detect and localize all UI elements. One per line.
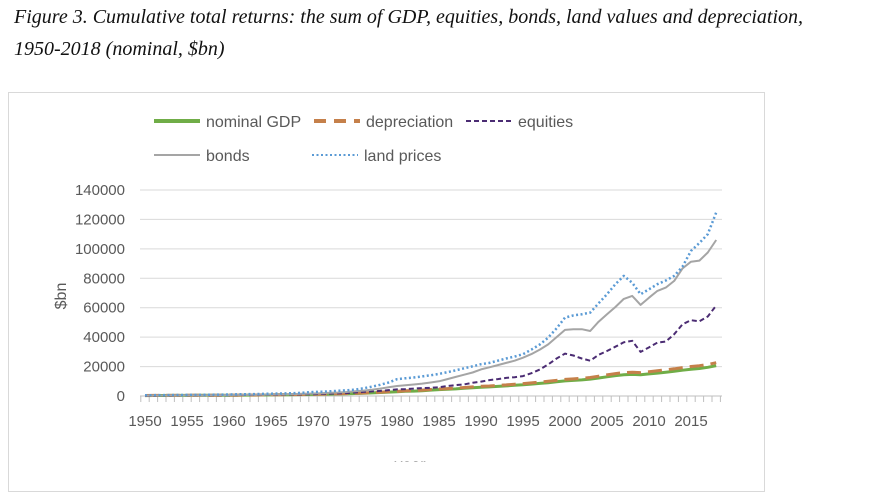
x-tick-label: 1965: [254, 413, 287, 430]
y-tick-label: 40000: [83, 329, 125, 346]
x-tick-label: 2010: [632, 413, 665, 430]
x-tick-label: 1990: [464, 413, 497, 430]
x-tick-label: 1995: [506, 413, 539, 430]
y-tick-label: 100000: [75, 241, 125, 258]
y-axis-title: $bn: [53, 283, 70, 310]
y-tick-label: 120000: [75, 211, 125, 228]
x-tick-label: 1970: [296, 413, 329, 430]
series-line-nominal-gdp: [144, 364, 717, 398]
x-tick-label: 1975: [338, 413, 371, 430]
y-tick-label: 140000: [75, 182, 125, 199]
x-tick-label: 1980: [380, 413, 413, 430]
legend-label: nominal GDP: [206, 114, 301, 131]
line-chart: 0 20000 40000 60000 80000 100000 120000 140000 1…: [53, 114, 722, 462]
y-tick-label: 80000: [83, 270, 125, 287]
legend-label: bonds: [206, 148, 250, 165]
x-tick-label: 2000: [548, 413, 581, 430]
x-axis-title: year: [394, 457, 426, 462]
x-tick-label: 1950: [128, 413, 161, 430]
legend-label: land prices: [364, 148, 441, 165]
x-tick-label: 2005: [590, 413, 623, 430]
legend-label: equities: [518, 114, 573, 131]
x-tick-label: 1955: [170, 413, 203, 430]
y-tick-label: 20000: [83, 359, 125, 376]
figure-title-line-2: 1950-2018 (nominal, $bn): [14, 38, 225, 60]
y-tick-label: 60000: [83, 300, 125, 317]
figure-title-line-1: Figure 3. Cumulative total returns: the …: [14, 6, 803, 28]
x-tick-label: 2015: [674, 413, 707, 430]
legend-label: depreciation: [366, 114, 453, 131]
x-tick-label: 1985: [422, 413, 455, 430]
series-line-equities: [145, 304, 717, 397]
series-line-land-prices: [144, 212, 718, 397]
y-tick-label: 0: [117, 388, 125, 405]
x-tick-label: 1960: [212, 413, 245, 430]
series-line-depreciation: [144, 361, 717, 397]
